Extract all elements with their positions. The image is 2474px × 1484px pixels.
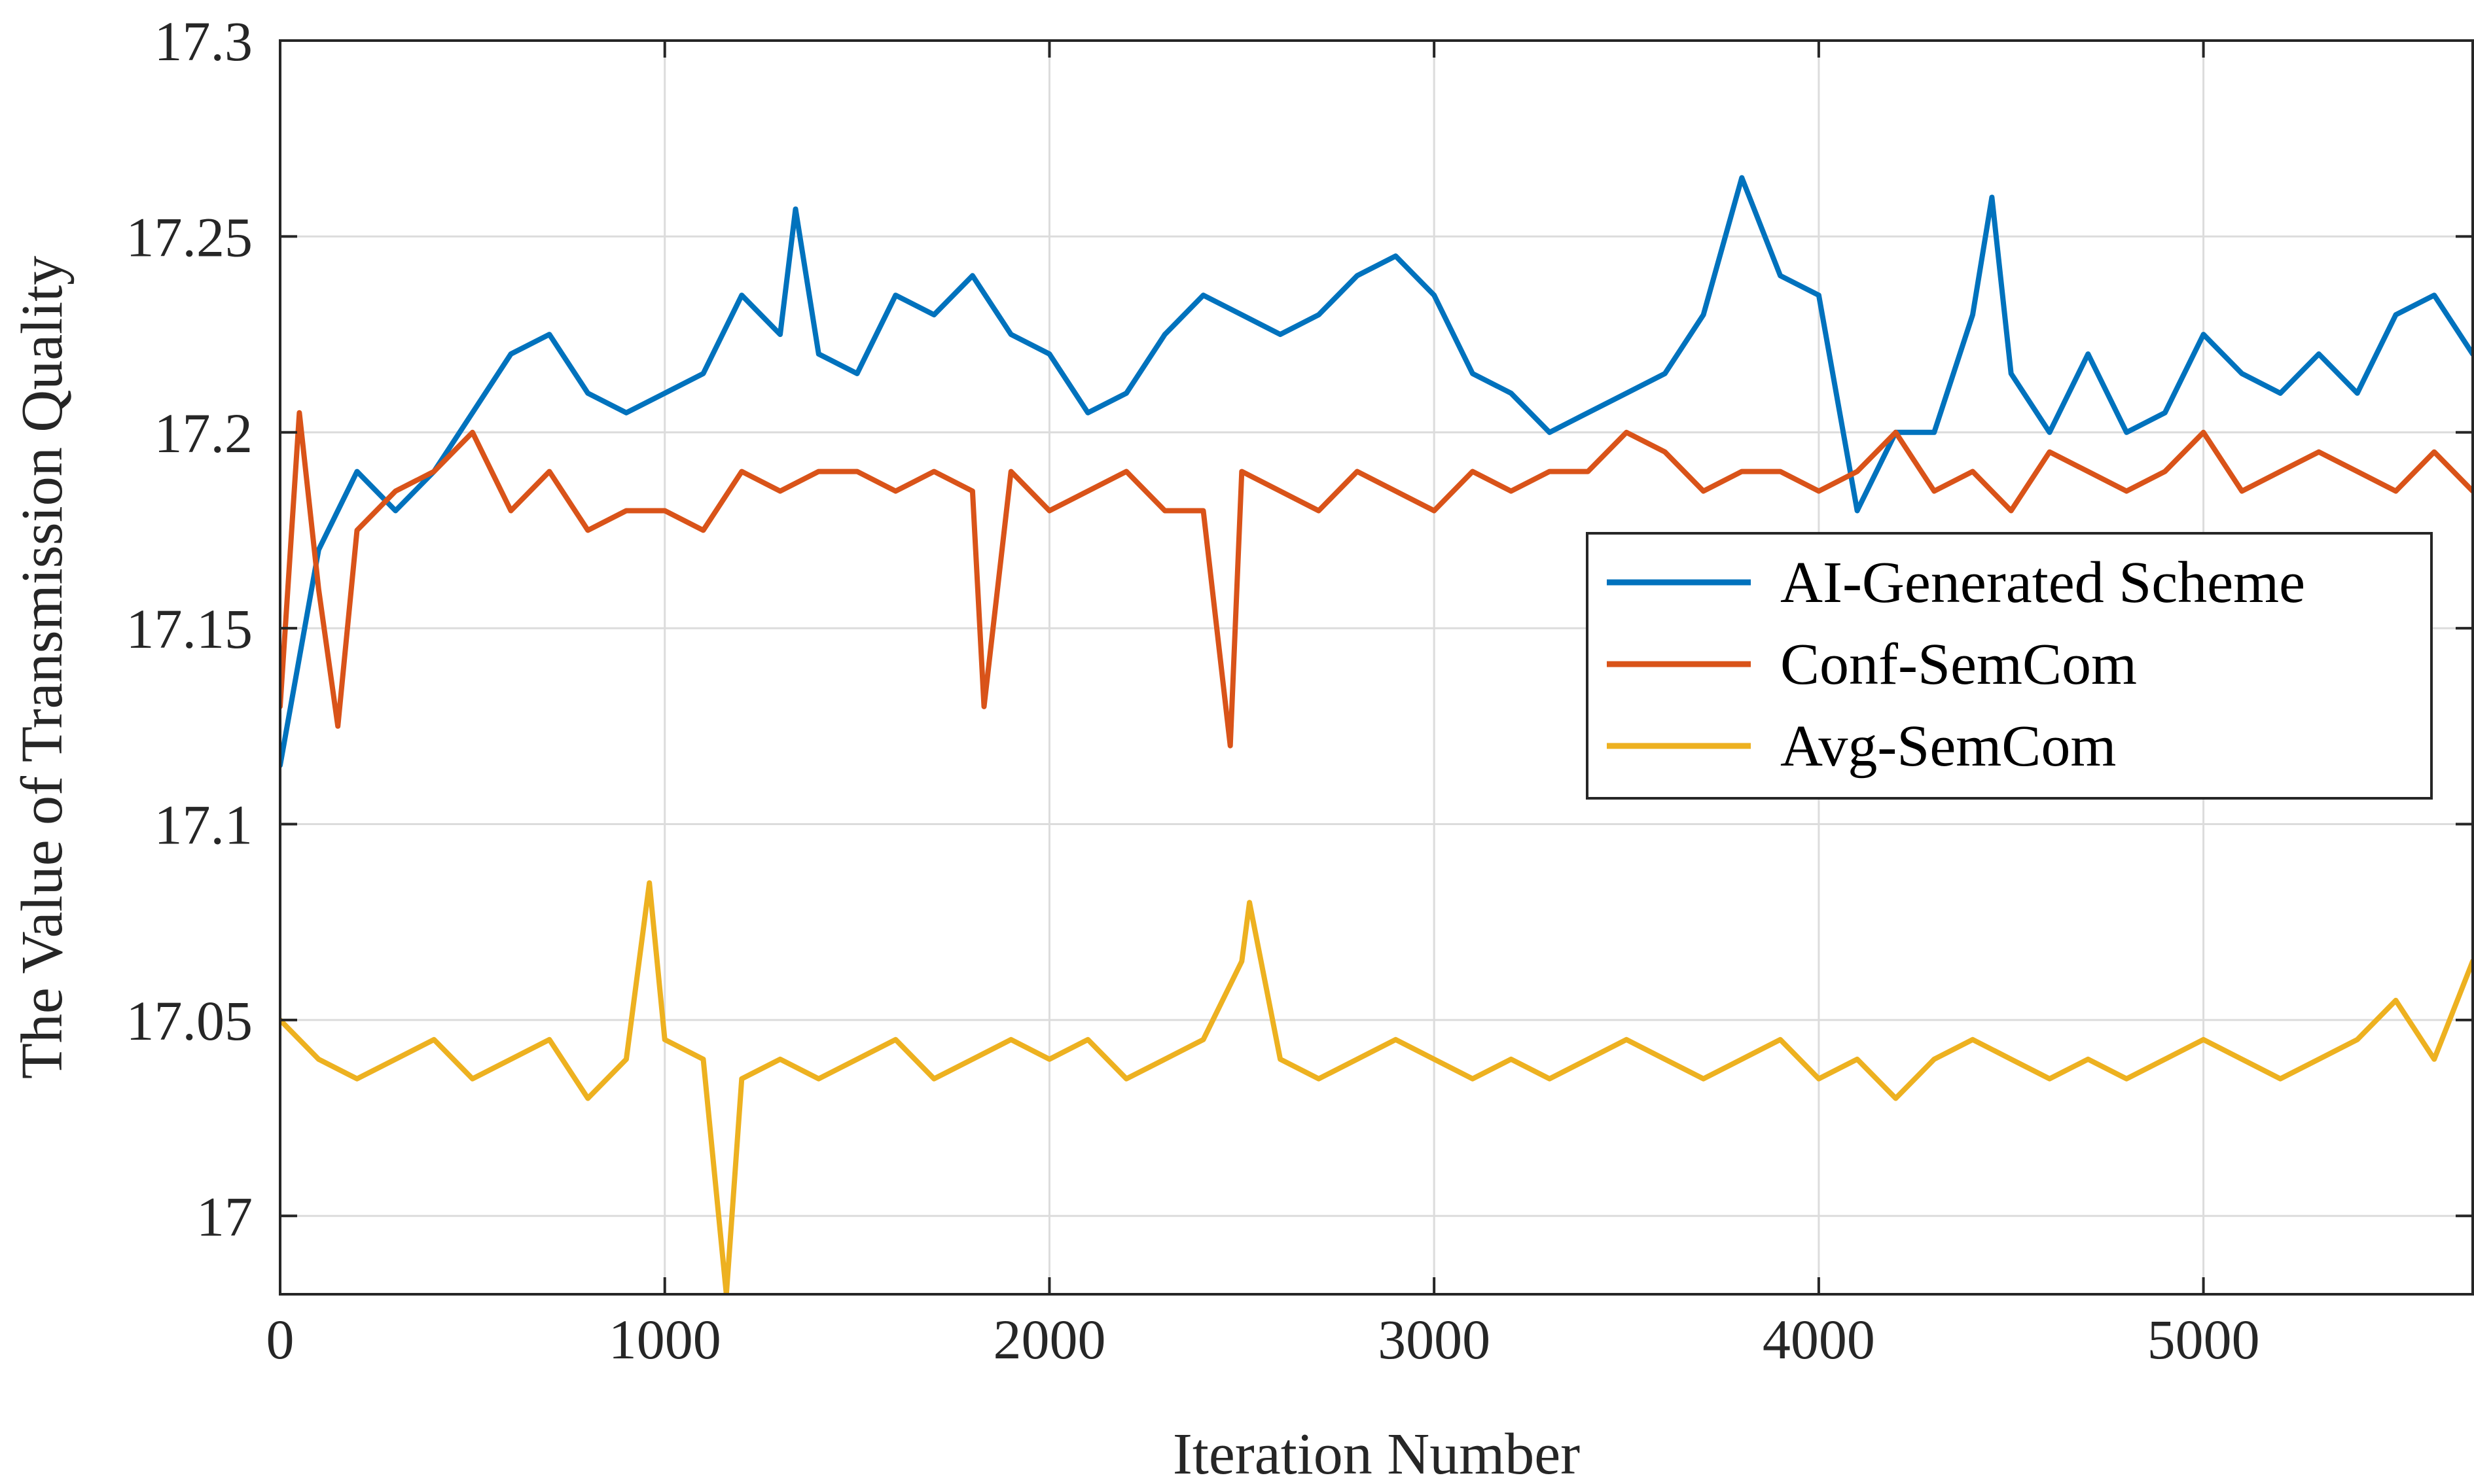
legend-label: AI-Generated Scheme <box>1780 550 2305 615</box>
y-tick-label: 17.1 <box>154 794 253 857</box>
y-tick-label: 17.3 <box>154 10 253 73</box>
x-tick-label: 3000 <box>1378 1308 1490 1371</box>
series-lines <box>280 175 2473 1294</box>
legend-entries: AI-Generated Scheme Conf-SemCom Avg-SemCom <box>1607 550 2305 779</box>
ai-generated-scheme-line <box>280 175 2473 768</box>
conf-semcom-line <box>280 410 2473 749</box>
y-axis-label: The Value of Transmission Quality <box>10 256 75 1079</box>
y-tick-label: 17.2 <box>154 402 253 465</box>
y-tick-label: 17.15 <box>126 597 253 660</box>
legend: AI-Generated Scheme Conf-SemCom Avg-SemCom <box>1586 532 2433 800</box>
y-tick-label: 17 <box>196 1185 253 1248</box>
axis-ticks <box>279 39 2473 1294</box>
legend-label: Conf-SemCom <box>1780 632 2137 697</box>
x-tick-label: 0 <box>266 1308 295 1371</box>
avg-semcom-line <box>280 880 2473 1294</box>
y-tick-label: 17.05 <box>126 989 253 1052</box>
x-tick-label: 4000 <box>1763 1308 1875 1371</box>
x-axis-label: Iteration Number <box>1173 1422 1580 1484</box>
legend-label: Avg-SemCom <box>1780 714 2116 779</box>
y-tick-label: 17.25 <box>126 205 253 268</box>
x-tick-label: 2000 <box>993 1308 1105 1371</box>
x-tick-label: 5000 <box>2147 1308 2260 1371</box>
plot-area-frame <box>279 39 2474 1296</box>
x-tick-label: 1000 <box>609 1308 721 1371</box>
tick-labels: 0 1000 2000 3000 4000 5000 17 17.05 17.1 17.15 17.… <box>126 10 2260 1371</box>
